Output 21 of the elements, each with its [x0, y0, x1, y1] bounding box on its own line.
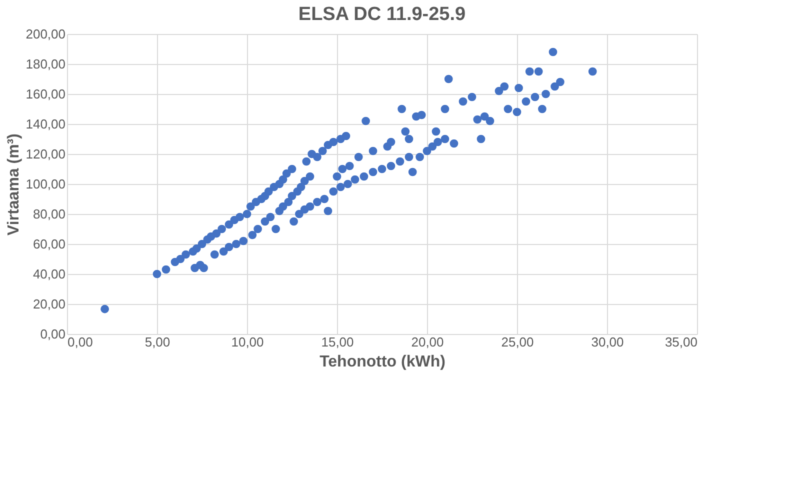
x-tick-label: 15,00	[321, 334, 354, 350]
x-tick-label: 0,00	[68, 334, 93, 350]
x-tick-label: 30,00	[591, 334, 624, 350]
y-tick-label: 120,00	[26, 146, 66, 162]
y-tick-label: 180,00	[26, 56, 66, 72]
y-tick-label: 80,00	[32, 206, 66, 222]
y-tick-label: 60,00	[32, 236, 66, 252]
x-tick-label: 10,00	[231, 334, 264, 350]
y-tick-label: 200,00	[26, 26, 66, 42]
y-tick-label: 140,00	[26, 116, 66, 132]
x-tick-label: 5,00	[144, 334, 170, 350]
y-tick-label: 40,00	[32, 266, 66, 282]
y-tick-label: 160,00	[26, 86, 66, 102]
x-tick-label: 35,00	[664, 334, 698, 350]
x-axis-title: Tehonotto (kWh)	[320, 354, 446, 370]
y-axis-title: Virtaama (m³)	[6, 134, 23, 236]
y-tick-label: 20,00	[32, 296, 66, 312]
x-tick-label: 25,00	[501, 334, 534, 350]
chart-title: ELSA DC 11.9-25.9	[298, 4, 466, 25]
x-tick-label: 20,00	[411, 334, 444, 350]
y-tick-label: 100,00	[26, 176, 66, 192]
